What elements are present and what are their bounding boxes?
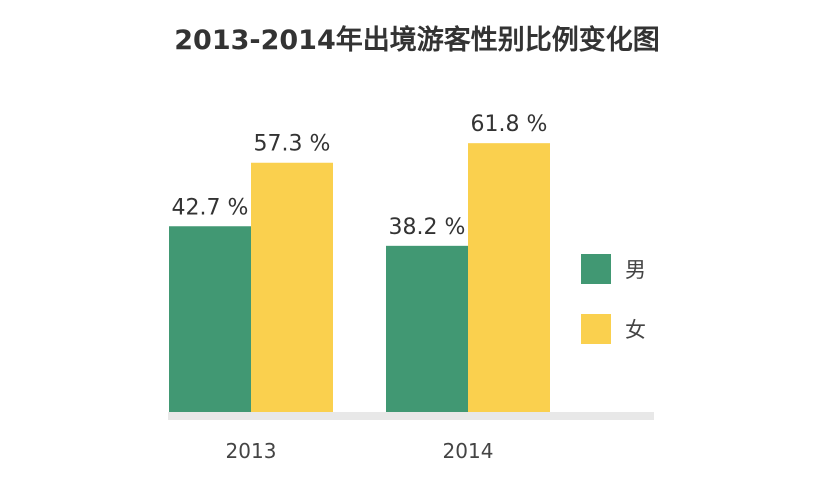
legend-label-0: 男	[625, 258, 646, 282]
value-labels-group: 42.7 % 57.3 % 38.2 % 61.8 %	[172, 112, 548, 240]
x-tick-label-2014: 2014	[443, 439, 494, 463]
bar-2013-1	[251, 162, 333, 412]
value-label-2014-1: 61.8 %	[471, 112, 548, 137]
bars-group	[169, 143, 550, 413]
bar-2014-0	[386, 245, 468, 412]
bar-2014-1	[468, 143, 550, 413]
legend-label-1: 女	[625, 318, 646, 342]
x-tick-label-2013: 2013	[226, 439, 277, 463]
legend-swatch-0	[581, 254, 611, 284]
x-tick-labels-group: 2013 2014	[226, 439, 494, 463]
bar-2013-0	[169, 226, 251, 412]
value-label-2013-0: 42.7 %	[172, 195, 249, 220]
value-label-2013-1: 57.3 %	[254, 132, 331, 157]
legend-swatch-1	[581, 314, 611, 344]
legend: 男女	[581, 254, 646, 344]
chart-title: 2013-2014年出境游客性别比例变化图	[174, 24, 660, 56]
x-axis-baseline	[168, 412, 654, 420]
value-label-2014-0: 38.2 %	[389, 215, 466, 240]
